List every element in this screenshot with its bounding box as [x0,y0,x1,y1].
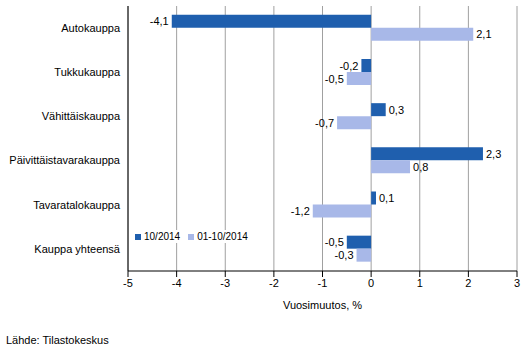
svg-text:-4: -4 [172,277,182,289]
svg-text:-0,7: -0,7 [315,117,334,129]
svg-text:-1: -1 [318,277,328,289]
html-text:01-10/2014: 01-10/2014 [197,231,248,242]
svg-text:2,1: 2,1 [476,28,491,40]
svg-text:2,3: 2,3 [486,148,501,160]
svg-text:-0,3: -0,3 [335,249,354,261]
svg-text:2: 2 [465,277,471,289]
svg-text:-3: -3 [220,277,230,289]
html-text:Lähde: Tilastokeskus: Lähde: Tilastokeskus [6,334,109,346]
svg-text:-5: -5 [123,277,133,289]
svg-text:Kauppa yhteensä: Kauppa yhteensä [34,243,121,255]
svg-text:0: 0 [368,277,374,289]
svg-text:-0,5: -0,5 [325,73,344,85]
svg-text:-4,1: -4,1 [150,15,169,27]
svg-text:0,8: 0,8 [413,161,428,173]
svg-text:Päivittäistavarakauppa: Päivittäistavarakauppa [9,154,121,166]
svg-text:1: 1 [417,277,423,289]
svg-text:0,3: 0,3 [389,104,404,116]
svg-text:Autokauppa: Autokauppa [61,22,121,34]
svg-text:Vuosimuutos, %: Vuosimuutos, % [283,299,362,311]
svg-text:Vähittäiskauppa: Vähittäiskauppa [42,110,121,122]
svg-text:-2: -2 [269,277,279,289]
svg-text:3: 3 [514,277,520,289]
svg-text:-1,2: -1,2 [291,205,310,217]
html-text:10/2014: 10/2014 [144,231,181,242]
svg-text:0,1: 0,1 [379,192,394,204]
svg-text:-0,5: -0,5 [325,236,344,248]
svg-text:-0,2: -0,2 [339,60,358,72]
svg-text:Tavaratalokauppa: Tavaratalokauppa [33,199,121,211]
svg-text:Tukkukauppa: Tukkukauppa [54,66,121,78]
